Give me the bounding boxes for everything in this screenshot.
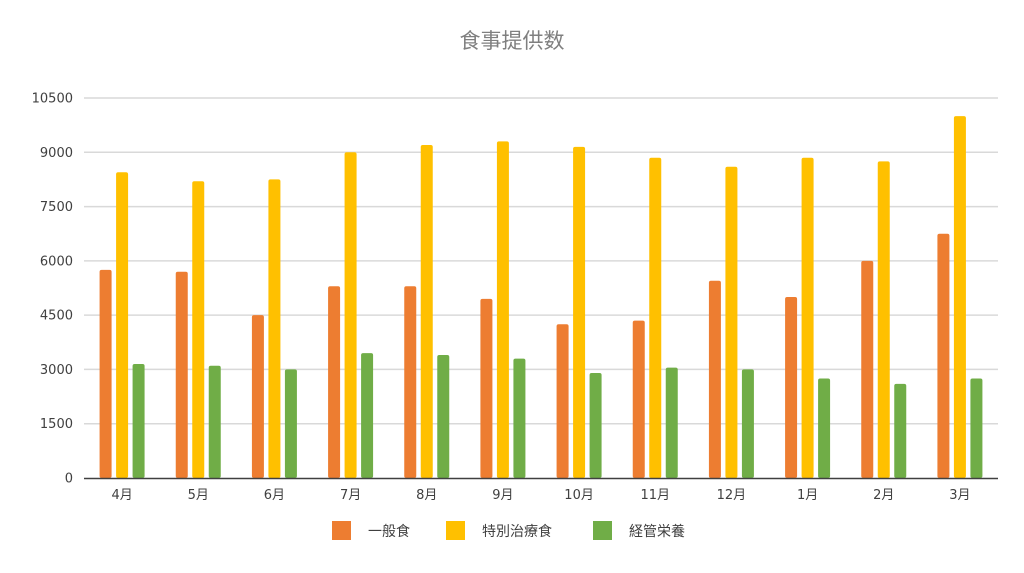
bar-1-7月 bbox=[328, 286, 341, 478]
bar-3-11月 bbox=[665, 367, 678, 478]
legend-label: 特別治療食 bbox=[482, 523, 552, 540]
gridlines bbox=[84, 97, 998, 425]
bar-3-1月 bbox=[818, 378, 831, 478]
legend-swatch bbox=[446, 521, 465, 540]
legend-item: 経管栄養 bbox=[593, 521, 685, 540]
bar-3-5月 bbox=[208, 365, 221, 478]
y-tick-label: 1500 bbox=[40, 417, 73, 432]
bar-1-3月 bbox=[937, 233, 950, 478]
x-category-label: 7月 bbox=[340, 488, 361, 503]
bar-3-8月 bbox=[437, 354, 450, 478]
bar-2-8月 bbox=[420, 145, 433, 479]
x-axis-labels: 4月 5月 6月 7月 8月 9月 10月 11月 12月 1月 2月 3月 bbox=[111, 488, 970, 503]
y-tick-label: 0 bbox=[65, 472, 73, 487]
bar-1-8月 bbox=[404, 286, 417, 478]
bar-2-7月 bbox=[344, 152, 357, 479]
bar-2-10月 bbox=[573, 146, 586, 478]
bar-2-2月 bbox=[877, 161, 890, 479]
bar-1-5月 bbox=[175, 271, 188, 478]
y-axis-ticks: 0 1500 3000 4500 6000 7500 9000 10500 bbox=[32, 92, 73, 487]
x-category-label: 9月 bbox=[492, 488, 513, 503]
bar-2-12月 bbox=[725, 166, 738, 478]
bar-2-4月 bbox=[116, 172, 129, 478]
x-category-label: 8月 bbox=[416, 488, 437, 503]
x-category-label: 1月 bbox=[797, 488, 818, 503]
bar-1-6月 bbox=[251, 315, 264, 478]
x-category-label: 3月 bbox=[949, 488, 970, 503]
x-category-label: 5月 bbox=[188, 488, 209, 503]
legend-label: 一般食 bbox=[368, 523, 410, 540]
x-category-label: 6月 bbox=[264, 488, 285, 503]
bar-3-10月 bbox=[589, 373, 602, 478]
bar-3-12月 bbox=[741, 369, 754, 478]
chart-title: 食事提供数 bbox=[460, 29, 565, 53]
y-tick-label: 6000 bbox=[40, 254, 73, 269]
legend: 一般食 特別治療食 経管栄養 bbox=[332, 521, 685, 540]
y-tick-label: 4500 bbox=[40, 309, 73, 324]
legend-item: 特別治療食 bbox=[446, 521, 552, 540]
bar-1-9月 bbox=[480, 298, 493, 478]
x-category-label: 4月 bbox=[111, 488, 132, 503]
legend-swatch bbox=[332, 521, 351, 540]
bar-2-5月 bbox=[192, 181, 205, 478]
bar-2-1月 bbox=[801, 157, 814, 478]
bar-3-4月 bbox=[132, 364, 145, 478]
x-category-label: 12月 bbox=[717, 488, 747, 503]
bar-1-1月 bbox=[785, 297, 798, 478]
bar-3-6月 bbox=[284, 369, 297, 478]
bar-3-7月 bbox=[361, 353, 374, 478]
bar-3-9月 bbox=[513, 358, 526, 478]
y-tick-label: 7500 bbox=[40, 200, 73, 215]
bar-2-6月 bbox=[268, 179, 281, 478]
y-tick-label: 9000 bbox=[40, 146, 73, 161]
bar-1-2月 bbox=[861, 260, 874, 478]
bar-2-3月 bbox=[953, 116, 966, 478]
x-category-label: 11月 bbox=[640, 488, 670, 503]
legend-item: 一般食 bbox=[332, 521, 410, 540]
bar-1-12月 bbox=[708, 280, 721, 478]
bar-1-4月 bbox=[99, 269, 112, 478]
bar-1-11月 bbox=[632, 320, 645, 478]
bar-2-11月 bbox=[649, 157, 662, 478]
y-tick-label: 10500 bbox=[32, 92, 73, 107]
x-category-label: 10月 bbox=[564, 488, 594, 503]
legend-swatch bbox=[593, 521, 612, 540]
x-category-label: 2月 bbox=[873, 488, 894, 503]
bar-2-9月 bbox=[496, 141, 509, 478]
bars bbox=[99, 116, 983, 479]
legend-label: 経管栄養 bbox=[629, 523, 685, 540]
y-tick-label: 3000 bbox=[40, 363, 73, 378]
bar-3-2月 bbox=[894, 383, 907, 478]
bar-3-3月 bbox=[970, 378, 983, 478]
bar-1-10月 bbox=[556, 324, 569, 478]
